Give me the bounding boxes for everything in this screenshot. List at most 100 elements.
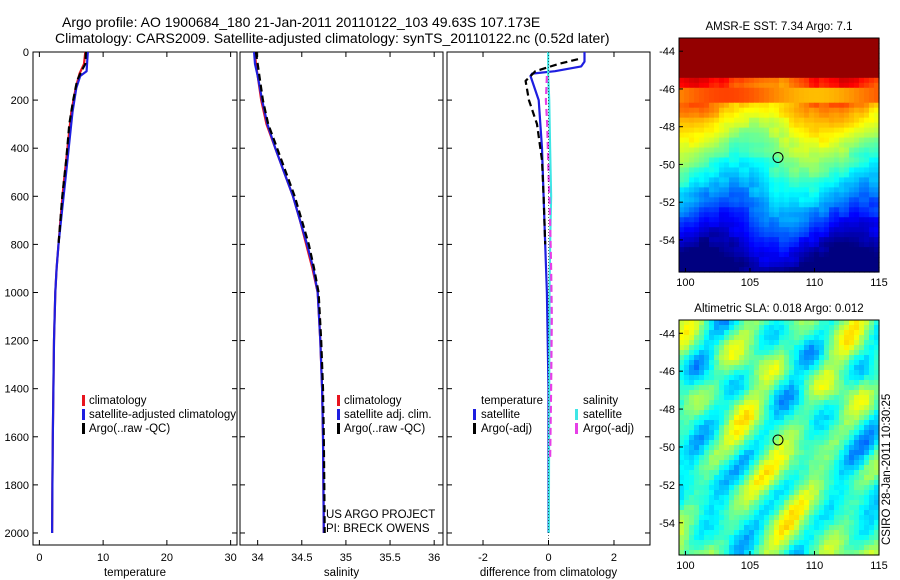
map-cell bbox=[759, 480, 765, 486]
map-cell bbox=[729, 172, 735, 179]
map-cell bbox=[864, 67, 870, 74]
map-cell bbox=[839, 92, 845, 99]
map-cell bbox=[769, 57, 775, 64]
map-cell bbox=[829, 67, 835, 74]
map-cell bbox=[824, 365, 830, 371]
map-cell bbox=[719, 182, 725, 188]
map-cell bbox=[719, 500, 725, 506]
map-cell bbox=[694, 52, 700, 59]
map-cell bbox=[744, 142, 750, 149]
map-cell bbox=[704, 157, 710, 164]
map-cell bbox=[779, 177, 785, 183]
map-cell bbox=[709, 262, 715, 268]
map-cell bbox=[799, 192, 805, 198]
map-cell bbox=[689, 182, 695, 188]
map-cell bbox=[714, 142, 720, 149]
map-cell bbox=[689, 345, 695, 351]
map-cell bbox=[774, 212, 780, 218]
map-cell bbox=[724, 425, 730, 431]
map-cell bbox=[804, 385, 810, 391]
map-cell bbox=[739, 400, 745, 406]
map-cell bbox=[699, 232, 705, 238]
map-cell bbox=[799, 330, 805, 336]
map-cell bbox=[769, 455, 775, 461]
map-cell bbox=[689, 425, 695, 431]
map-cell bbox=[829, 127, 835, 134]
map-cell bbox=[799, 77, 805, 84]
legend-swatch bbox=[473, 423, 476, 434]
map-cell bbox=[719, 232, 725, 238]
map-cell bbox=[684, 380, 690, 386]
map-cell bbox=[714, 485, 720, 491]
map-cell bbox=[689, 72, 695, 79]
map-cell bbox=[764, 530, 770, 536]
map-cell bbox=[744, 197, 750, 203]
map-cell bbox=[854, 42, 860, 49]
map-cell bbox=[869, 172, 875, 179]
map-cell bbox=[859, 325, 865, 331]
map-cell bbox=[709, 355, 715, 361]
map-cell bbox=[704, 237, 710, 243]
map-cell bbox=[774, 67, 780, 74]
map-cell bbox=[754, 137, 760, 144]
map-cell bbox=[864, 420, 870, 426]
map-cell bbox=[734, 325, 740, 331]
map-cell bbox=[834, 187, 840, 193]
map-cell bbox=[844, 77, 850, 84]
map-cell bbox=[814, 375, 820, 381]
map-cell bbox=[814, 137, 820, 144]
map-cell bbox=[819, 405, 825, 411]
legend-label: climatology bbox=[89, 395, 147, 407]
map-cell bbox=[849, 247, 855, 253]
map-cell bbox=[869, 52, 875, 59]
map-cell bbox=[684, 207, 690, 213]
map-cell bbox=[869, 227, 875, 233]
map-cell bbox=[769, 152, 775, 159]
map-cell bbox=[684, 360, 690, 366]
map-cell bbox=[729, 147, 735, 154]
map-cell bbox=[729, 207, 735, 213]
map-cell bbox=[829, 87, 835, 94]
map-cell bbox=[704, 142, 710, 149]
map-cell bbox=[804, 530, 810, 536]
map-cell bbox=[839, 212, 845, 218]
map-cell bbox=[704, 207, 710, 213]
map-cell bbox=[704, 525, 710, 531]
map-cell bbox=[679, 325, 685, 331]
map-cell bbox=[684, 430, 690, 436]
map-cell bbox=[684, 57, 690, 64]
map-cell bbox=[689, 475, 695, 481]
map-cell bbox=[689, 525, 695, 531]
map-cell bbox=[714, 247, 720, 253]
map-cell bbox=[769, 167, 775, 174]
map-cell bbox=[824, 325, 830, 331]
map-cell bbox=[794, 142, 800, 149]
map-cell bbox=[784, 530, 790, 536]
map-cell bbox=[774, 515, 780, 521]
map-cell bbox=[854, 267, 860, 273]
map-cell bbox=[829, 152, 835, 159]
map-cell bbox=[694, 370, 700, 376]
map-cell bbox=[689, 355, 695, 361]
map-cell bbox=[699, 405, 705, 411]
map-cell bbox=[834, 440, 840, 446]
map-cell bbox=[789, 360, 795, 366]
map-cell bbox=[804, 445, 810, 451]
map-cell bbox=[844, 57, 850, 64]
map-cell bbox=[784, 410, 790, 416]
map-cell bbox=[739, 247, 745, 253]
map-cell bbox=[839, 390, 845, 396]
map-cell bbox=[799, 510, 805, 516]
map-cell bbox=[844, 227, 850, 233]
map-cell bbox=[804, 122, 810, 129]
map-cell bbox=[729, 217, 735, 223]
map-cell bbox=[694, 350, 700, 356]
map-cell bbox=[874, 505, 880, 511]
map-cell bbox=[779, 500, 785, 506]
map-cell bbox=[729, 38, 735, 44]
map-cell bbox=[799, 365, 805, 371]
map-cell bbox=[804, 455, 810, 461]
map-cell bbox=[819, 192, 825, 198]
map-cell bbox=[719, 117, 725, 124]
map-cell bbox=[684, 390, 690, 396]
